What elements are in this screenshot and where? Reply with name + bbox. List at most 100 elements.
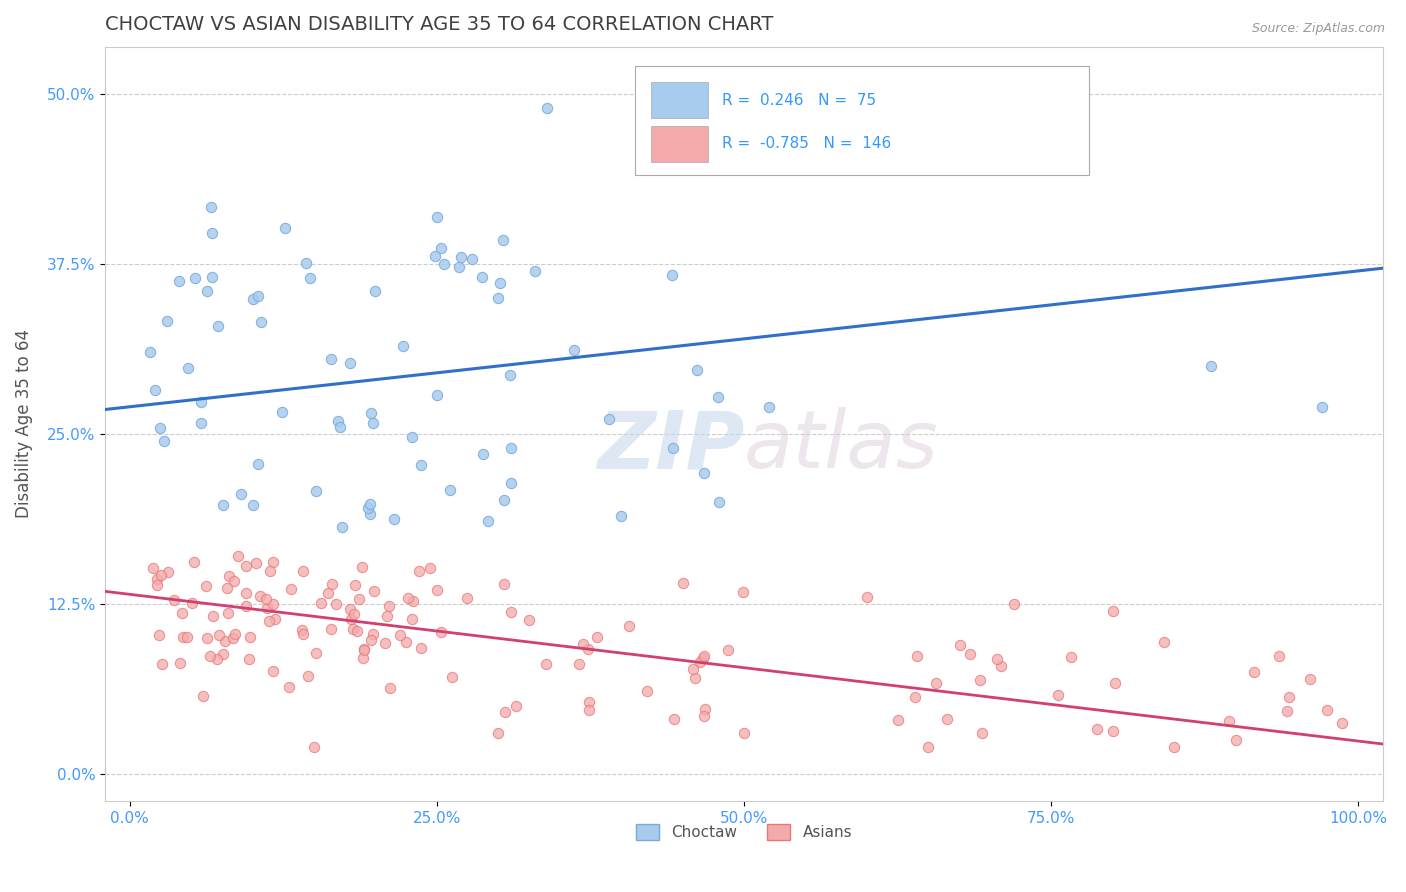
FancyBboxPatch shape (651, 126, 709, 162)
Point (477, 514, 499, 528)
Point (249, 589, 271, 603)
Point (856, 590, 879, 604)
Point (349, 591, 371, 606)
Point (949, 638, 972, 652)
Point (499, 368, 522, 382)
Point (238, 652, 260, 666)
Point (610, 508, 633, 523)
Point (290, 624, 312, 638)
Point (439, 483, 461, 497)
Point (242, 498, 264, 512)
Point (374, 636, 396, 650)
Point (969, 673, 991, 687)
Point (568, 657, 591, 672)
Point (430, 241, 453, 255)
Point (707, 390, 730, 404)
Point (153, 434, 176, 448)
Point (1153, 635, 1175, 649)
Point (139, 345, 162, 359)
Point (340, 612, 363, 626)
Point (1218, 714, 1240, 728)
Point (494, 493, 516, 508)
Point (402, 594, 425, 608)
Point (145, 573, 167, 587)
Point (256, 600, 278, 615)
Point (201, 270, 224, 285)
Point (222, 631, 245, 645)
Point (662, 712, 685, 726)
Point (325, 598, 347, 612)
Point (662, 441, 685, 455)
Point (211, 647, 233, 661)
Point (156, 565, 179, 579)
Point (492, 233, 515, 247)
Point (200, 200, 222, 214)
Point (309, 596, 332, 610)
Point (430, 624, 453, 639)
FancyBboxPatch shape (636, 65, 1090, 175)
Point (256, 591, 278, 606)
Point (246, 457, 269, 471)
Point (200, 648, 222, 663)
Text: Source: ZipAtlas.com: Source: ZipAtlas.com (1251, 22, 1385, 36)
Point (693, 648, 716, 663)
Point (278, 680, 301, 694)
Point (461, 252, 484, 266)
Point (396, 591, 419, 606)
Point (326, 414, 349, 428)
Point (235, 599, 257, 613)
Point (716, 643, 738, 657)
Point (207, 318, 229, 333)
Point (671, 576, 693, 591)
Point (695, 702, 717, 716)
Point (359, 497, 381, 511)
Point (682, 662, 704, 676)
Point (246, 289, 269, 303)
Point (1298, 672, 1320, 686)
Point (709, 495, 731, 509)
Point (359, 508, 381, 522)
Point (363, 416, 385, 430)
Point (356, 501, 378, 516)
Text: CHOCTAW VS ASIAN DISABILITY AGE 35 TO 64 CORRELATION CHART: CHOCTAW VS ASIAN DISABILITY AGE 35 TO 64… (105, 15, 773, 34)
Legend: Choctaw, Asians: Choctaw, Asians (630, 818, 859, 846)
Point (330, 520, 353, 534)
Point (295, 256, 318, 270)
Point (1002, 597, 1025, 611)
Point (201, 226, 224, 240)
Point (1047, 689, 1070, 703)
Point (150, 657, 173, 671)
Point (302, 739, 325, 754)
Point (363, 583, 385, 598)
Point (149, 420, 172, 434)
Text: R =  -0.785   N =  146: R = -0.785 N = 146 (723, 136, 891, 152)
Point (501, 441, 523, 455)
Point (229, 487, 252, 501)
Point (450, 250, 472, 264)
Point (180, 596, 202, 610)
Point (536, 657, 558, 671)
Y-axis label: Disability Age 35 to 64: Disability Age 35 to 64 (15, 329, 32, 518)
Point (378, 681, 401, 696)
Point (259, 614, 281, 628)
Point (262, 597, 284, 611)
Point (304, 646, 326, 660)
Point (401, 430, 423, 444)
Point (319, 351, 342, 366)
Point (156, 314, 179, 328)
Point (1330, 715, 1353, 730)
Point (524, 264, 547, 278)
Point (904, 690, 927, 704)
Point (517, 613, 540, 627)
Point (733, 585, 755, 599)
Point (471, 447, 494, 461)
Point (214, 634, 236, 648)
Point (685, 363, 707, 377)
Point (321, 623, 343, 637)
Point (212, 498, 235, 512)
Point (148, 628, 170, 642)
Point (411, 640, 433, 655)
Point (395, 634, 418, 648)
Point (585, 630, 607, 644)
Point (235, 586, 257, 600)
